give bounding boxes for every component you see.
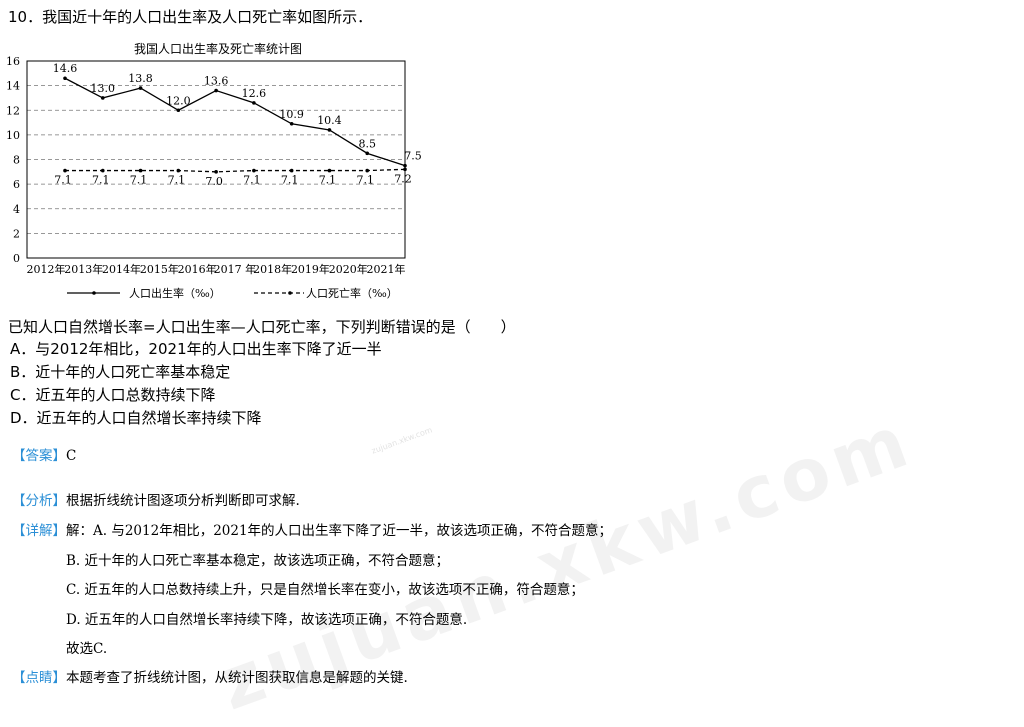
conclusion: 故选C. — [66, 641, 108, 657]
birth-rate-point — [403, 163, 407, 168]
y-tick-label: 12 — [6, 104, 20, 117]
legend-death-marker — [288, 291, 292, 295]
y-tick-label: 2 — [13, 227, 20, 240]
legend-birth-label: 人口出生率（‰） — [129, 286, 221, 300]
detail-row: 【详解】解：A. 与2012年相比，2021年的人口出生率下降了近一半，故该选项… — [12, 519, 612, 539]
data-label: 7.1 — [356, 174, 374, 187]
chart-title: 我国人口出生率及死亡率统计图 — [134, 41, 302, 56]
y-tick-label: 8 — [13, 154, 20, 167]
x-tick-label: 2017 年 — [214, 262, 257, 276]
chart-series: 14.6 13.0 13.8 12.0 13.6 12.6 10.9 10.4 8.5 7.5 7.… — [53, 62, 422, 188]
birth-rate-point — [63, 76, 67, 81]
birth-rate-point — [138, 86, 143, 90]
data-label: 7.1 — [243, 174, 261, 187]
x-tick-label: 2020年 — [329, 262, 368, 276]
answer-row: 【答案】C — [12, 444, 76, 464]
data-label: 7.1 — [54, 174, 72, 187]
option-b: B．近十年的人口死亡率基本稳定 — [10, 363, 231, 381]
y-axis: 0 2 4 6 8 10 12 14 16 — [6, 55, 20, 265]
legend-birth-marker — [92, 291, 96, 295]
data-label: 13.0 — [91, 82, 116, 95]
y-tick-label: 4 — [13, 203, 20, 216]
option-a: A．与2012年相比，2021年的人口出生率下降了近一半 — [10, 340, 382, 358]
death-rate-point — [63, 168, 67, 173]
data-label: 10.4 — [317, 114, 342, 127]
birth-rate-line — [64, 77, 406, 167]
option-c: C．近五年的人口总数持续下降 — [10, 386, 216, 404]
birth-rate-point — [214, 88, 218, 93]
analysis-row: 【分析】根据折线统计图逐项分析判断即可求解. — [12, 489, 300, 509]
death-rate-point — [100, 168, 105, 173]
detail-line-b: B. 近十年的人口死亡率基本稳定，故该选项正确，不符合题意； — [66, 553, 450, 569]
death-rate-point — [289, 168, 294, 173]
answer-options: A．与2012年相比，2021年的人口出生率下降了近一半 B．近十年的人口死亡率… — [10, 338, 382, 430]
death-rate-point — [403, 167, 407, 172]
data-label: 10.9 — [279, 108, 304, 121]
death-rate-point — [214, 170, 218, 174]
data-label: 7.0 — [205, 175, 223, 188]
data-label: 13.6 — [204, 75, 229, 88]
detail-line-c: C. 近五年的人口总数持续上升，只是自然增长率在变小，故该选项不正确，符合题意； — [66, 582, 584, 598]
x-tick-label: 2016年 — [178, 262, 217, 276]
x-tick-label: 2013年 — [64, 262, 103, 276]
y-tick-label: 14 — [6, 80, 20, 93]
data-label: 7.1 — [168, 174, 186, 187]
data-label: 14.6 — [53, 62, 78, 75]
detail-line-d: D. 近五年的人口自然增长率持续下降，故该选项正确，不符合题意. — [66, 612, 468, 628]
option-d: D．近五年的人口自然增长率持续下降 — [10, 409, 262, 427]
x-tick-label: 2014年 — [102, 262, 141, 276]
data-label: 12.6 — [242, 87, 267, 100]
y-tick-label: 10 — [6, 129, 20, 142]
death-rate-point — [176, 168, 181, 173]
x-tick-label: 2018年 — [253, 262, 292, 276]
x-tick-label: 2021年 — [367, 262, 406, 276]
birth-rate-point — [365, 151, 370, 156]
comment-tag: 【点睛】 — [12, 670, 66, 686]
birth-rate-point — [100, 96, 105, 100]
detail-tag: 【详解】 — [12, 523, 66, 539]
data-label: 8.5 — [358, 137, 376, 150]
question-stem: 已知人口自然增长率=人口出生率—人口死亡率，下列判断错误的是（ ） — [8, 318, 516, 336]
data-label: 7.2 — [394, 172, 412, 185]
data-label: 12.0 — [166, 94, 191, 107]
data-label: 7.1 — [92, 174, 110, 187]
chart-grid — [27, 85, 405, 234]
birth-rate-point — [289, 121, 294, 126]
death-rate-point — [252, 168, 256, 173]
analysis-text: 根据折线统计图逐项分析判断即可求解. — [66, 493, 300, 509]
answer-value: C — [66, 448, 77, 464]
detail-line-a: 解：A. 与2012年相比，2021年的人口出生率下降了近一半，故该选项正确，不… — [66, 523, 613, 539]
birth-rate-point — [252, 101, 256, 105]
x-tick-label: 2012年 — [27, 262, 66, 276]
y-tick-label: 16 — [6, 55, 20, 68]
birth-rate-point — [176, 108, 181, 113]
death-rate-point — [138, 168, 143, 173]
analysis-tag: 【分析】 — [12, 493, 66, 509]
x-tick-label: 2015年 — [140, 262, 179, 276]
death-rate-point — [365, 168, 370, 173]
y-tick-label: 6 — [13, 178, 20, 191]
answer-tag: 【答案】 — [12, 448, 66, 464]
death-rate-line — [65, 168, 406, 173]
chart-legend: 人口出生率（‰） 人口死亡率（‰） — [67, 286, 398, 300]
birth-rate-point — [327, 128, 332, 132]
data-label: 7.1 — [281, 174, 299, 187]
legend-death-label: 人口死亡率（‰） — [306, 286, 398, 300]
data-label: 7.5 — [404, 150, 422, 163]
comment-row: 【点睛】本题考查了折线统计图，从统计图获取信息是解题的关键. — [12, 666, 408, 686]
plot-frame — [26, 60, 406, 259]
question-title: 10．我国近十年的人口出生率及人口死亡率如图所示． — [8, 8, 373, 26]
x-tick-label: 2019年 — [291, 262, 330, 276]
data-label: 7.1 — [319, 174, 337, 187]
y-tick-label: 0 — [13, 252, 20, 265]
comment-text: 本题考查了折线统计图，从统计图获取信息是解题的关键. — [66, 670, 408, 686]
data-label: 13.8 — [128, 72, 153, 85]
death-rate-point — [327, 168, 332, 173]
data-label: 7.1 — [130, 174, 148, 187]
